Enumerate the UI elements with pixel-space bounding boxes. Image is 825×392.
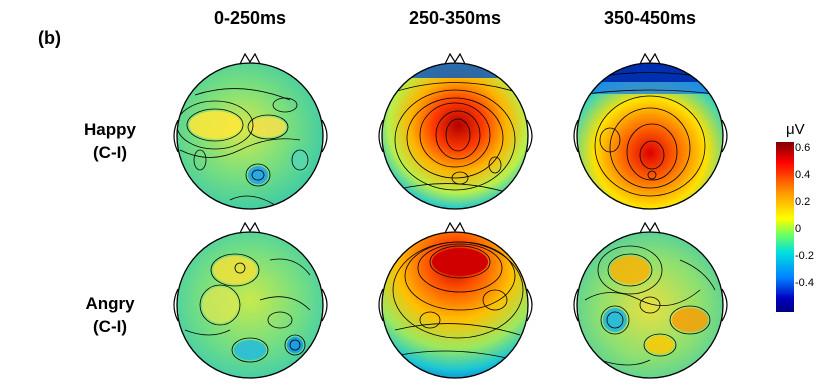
colorbar-tick-0.6: 0.6: [795, 142, 811, 154]
topomap-happy-250-350ms: [378, 52, 533, 210]
row-header-happy-line1: Happy: [84, 120, 136, 139]
row-header-happy: Happy (C-I): [70, 118, 150, 164]
topomap-happy-0-250ms: [173, 52, 328, 210]
topomap-angry-0-250ms: [173, 221, 328, 379]
colorbar-tick-0.4: 0.4: [795, 169, 811, 181]
colorbar-tick-0: 0: [795, 223, 802, 235]
column-header-250-350ms: 250-350ms: [408, 8, 502, 28]
topomap-angry-350-450ms: [573, 221, 728, 379]
colorbar-tick-neg0.2: -0.2: [795, 250, 814, 262]
row-header-happy-line2: (C-I): [93, 143, 127, 162]
row-header-angry: Angry (C-I): [70, 292, 150, 338]
panel-label: (b): [38, 28, 61, 48]
colorbar-unit: μV: [786, 121, 805, 138]
column-header-350-450ms: 350-450ms: [603, 8, 697, 28]
topomap-angry-250-350ms: [378, 221, 533, 379]
colorbar: [776, 142, 794, 312]
row-header-angry-line1: Angry: [85, 294, 135, 313]
row-header-angry-line2: (C-I): [93, 317, 127, 336]
colorbar-tick-neg0.4: -0.4: [795, 277, 814, 289]
column-header-0-250ms: 0-250ms: [213, 8, 287, 28]
colorbar-tick-0.2: 0.2: [795, 196, 811, 208]
topomap-happy-350-450ms: [573, 52, 728, 210]
